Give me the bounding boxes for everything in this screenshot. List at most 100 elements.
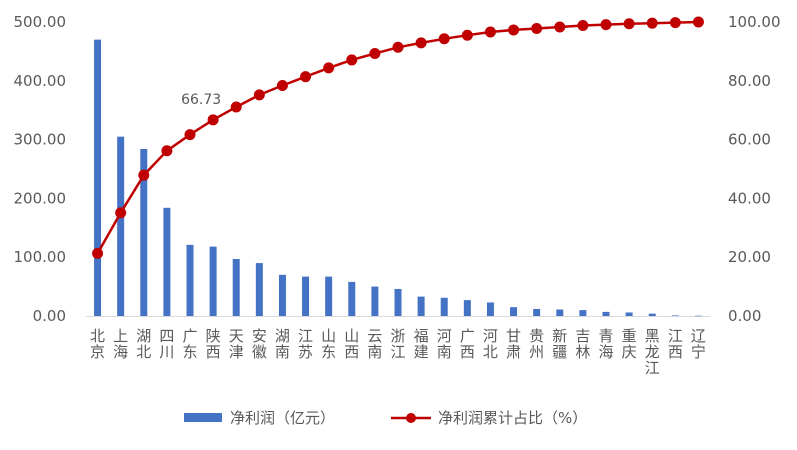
x-tick-label: 广东 (182, 327, 197, 361)
line-point (692, 16, 704, 28)
bar (394, 288, 402, 316)
line-point (669, 17, 681, 29)
bar (556, 309, 564, 316)
left-axis-tick-label: 500.00 (14, 13, 67, 31)
x-tick-label: 福建 (414, 327, 429, 361)
bar (371, 286, 379, 316)
line-point (600, 19, 612, 31)
line-point (230, 101, 242, 113)
legend-line-marker (406, 413, 416, 423)
x-tick-label: 云南 (367, 327, 382, 361)
x-tick-label: 辽宁 (691, 327, 706, 361)
left-axis-tick-label: 200.00 (14, 189, 67, 207)
bar (232, 258, 240, 316)
line-point (161, 145, 173, 157)
left-axis-tick-label: 0.00 (33, 307, 66, 325)
bar (209, 246, 217, 316)
line-point (531, 22, 543, 34)
left-axis-tick-label: 100.00 (14, 248, 67, 266)
line-point (646, 17, 658, 29)
line-point (484, 26, 496, 38)
line-point (323, 62, 335, 74)
bar (671, 315, 679, 316)
legend: 净利润（亿元） 净利润累计占比（%） (184, 409, 587, 427)
line-point (438, 33, 450, 45)
x-tick-label: 青海 (598, 327, 613, 361)
bar (486, 302, 494, 316)
bar (648, 313, 656, 316)
right-axis-tick-label: 20.00 (728, 248, 771, 266)
line-point (92, 247, 104, 259)
bar (510, 307, 518, 316)
bar (625, 312, 633, 316)
x-tick-label: 吉林 (575, 327, 590, 361)
line-point (115, 207, 127, 219)
line-point (392, 41, 404, 53)
x-tick-label: 江苏 (298, 327, 313, 361)
x-tick-label: 上海 (113, 327, 128, 361)
bar (694, 315, 702, 317)
line-series (92, 16, 704, 259)
x-tick-label: 广西 (460, 327, 475, 361)
legend-bar-swatch (184, 413, 222, 422)
line-point (184, 129, 196, 141)
left-axis-tick-label: 400.00 (14, 72, 67, 90)
x-tick-label: 湖北 (136, 327, 151, 361)
left-axis-tick-label: 300.00 (14, 131, 67, 149)
x-tick-label: 天津 (229, 327, 244, 361)
bar (140, 149, 148, 316)
bar-series (94, 39, 702, 317)
bar (579, 310, 587, 316)
right-axis-tick-label: 60.00 (728, 131, 771, 149)
bar (302, 276, 310, 316)
bar (533, 308, 541, 316)
bar (163, 207, 171, 316)
bar (348, 281, 356, 316)
bar (325, 276, 333, 316)
line-point (369, 47, 381, 59)
line-point (415, 37, 427, 49)
right-axis-tick-label: 0.00 (728, 307, 761, 325)
line-point (138, 169, 150, 181)
right-axis-tick-label: 100.00 (728, 13, 781, 31)
legend-bar-label: 净利润（亿元） (230, 409, 335, 427)
x-tick-label: 四川 (159, 327, 174, 361)
x-tick-label: 陕西 (206, 327, 221, 361)
x-tick-label: 贵州 (529, 327, 544, 361)
bar (255, 263, 263, 316)
x-tick-label: 安徽 (252, 327, 267, 361)
bar (117, 136, 125, 316)
x-tick-label: 浙江 (390, 327, 405, 361)
right-axis-tick-label: 40.00 (728, 189, 771, 207)
x-tick-label: 重庆 (622, 327, 637, 361)
bar (94, 39, 102, 316)
bar (278, 274, 286, 316)
line-point (300, 71, 312, 83)
x-tick-label: 山东 (321, 327, 336, 361)
line-point (623, 18, 635, 30)
x-tick-label: 黑龙江 (645, 327, 660, 377)
x-tick-label: 江西 (668, 327, 683, 361)
x-tick-label: 河南 (437, 327, 452, 361)
x-axis-labels: 北京上海湖北四川广东陕西天津安徽湖南江苏山东山西云南浙江福建河南广西河北甘肃贵州… (90, 327, 706, 377)
line-point (276, 80, 288, 92)
line-point (346, 54, 358, 66)
right-axis-tick-label: 80.00 (728, 72, 771, 90)
line-point (508, 24, 520, 36)
bar (463, 300, 471, 316)
bar (186, 244, 194, 316)
x-tick-label: 山西 (344, 327, 359, 361)
line-point (554, 21, 566, 33)
x-tick-label: 湖南 (275, 327, 290, 361)
bar (440, 297, 448, 316)
legend-line-label: 净利润累计占比（%） (438, 409, 587, 427)
line-point (207, 114, 219, 126)
left-y-axis: 0.00 100.00 200.00 300.00 400.00 500.00 (14, 13, 67, 325)
x-tick-label: 新疆 (552, 327, 567, 361)
right-y-axis: 0.00 20.00 40.00 60.00 80.00 100.00 (728, 13, 781, 325)
bar (417, 296, 425, 316)
data-label-annotation: 66.73 (181, 92, 221, 108)
line-point (253, 89, 265, 101)
line-point (461, 29, 473, 41)
